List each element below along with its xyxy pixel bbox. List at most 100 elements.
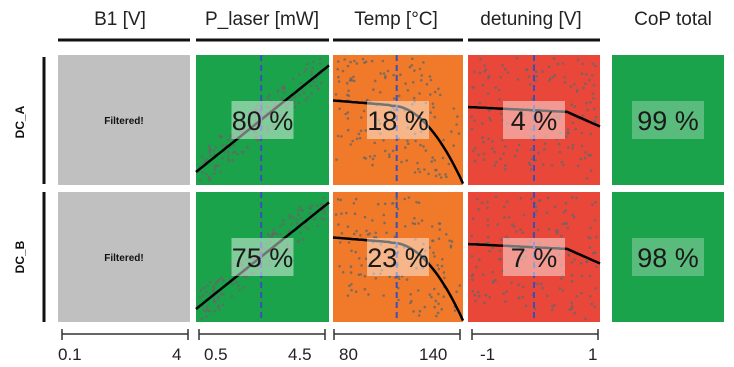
scatter-point bbox=[428, 246, 432, 249]
scatter-point bbox=[391, 202, 394, 205]
scatter-point bbox=[367, 293, 370, 296]
scatter-point bbox=[290, 222, 293, 226]
scatter-point bbox=[416, 289, 420, 292]
scatter-point bbox=[270, 240, 273, 244]
scatter-point bbox=[201, 294, 205, 297]
scatter-point bbox=[407, 142, 410, 145]
scatter-point bbox=[198, 164, 202, 168]
scatter-point bbox=[340, 135, 343, 138]
scatter-point bbox=[457, 132, 461, 135]
scatter-point bbox=[504, 167, 507, 171]
scatter-point bbox=[242, 275, 246, 278]
scatter-point bbox=[471, 217, 475, 221]
scatter-point bbox=[515, 56, 519, 60]
scatter-point bbox=[444, 173, 447, 176]
scatter-point bbox=[388, 275, 392, 278]
scatter-point bbox=[455, 123, 458, 126]
scatter-point bbox=[304, 67, 308, 71]
scatter-point bbox=[537, 228, 540, 232]
scatter-point bbox=[346, 64, 350, 68]
scatter-point bbox=[576, 88, 579, 92]
scatter-point bbox=[580, 72, 584, 75]
scatter-point bbox=[323, 211, 326, 214]
scatter-point bbox=[442, 295, 446, 299]
scatter-point bbox=[494, 195, 498, 199]
scatter-point bbox=[528, 83, 532, 86]
scatter-point bbox=[521, 295, 524, 299]
scatter-point bbox=[272, 114, 275, 117]
scatter-point bbox=[583, 156, 587, 160]
scatter-point bbox=[346, 294, 350, 297]
scatter-point bbox=[396, 207, 400, 211]
scatter-point bbox=[437, 292, 440, 296]
scatter-point bbox=[411, 57, 414, 61]
scatter-point bbox=[473, 293, 477, 297]
scatter-point bbox=[478, 258, 481, 261]
scatter-point bbox=[353, 212, 357, 215]
scatter-point bbox=[497, 88, 501, 92]
scatter-point bbox=[595, 235, 598, 239]
scatter-point bbox=[336, 134, 340, 138]
scatter-point bbox=[546, 256, 550, 260]
cell-dc-a-cop-total bbox=[612, 55, 724, 185]
scatter-point bbox=[231, 262, 234, 265]
scatter-point bbox=[585, 177, 589, 180]
scatter-point bbox=[434, 299, 438, 303]
scatter-point bbox=[206, 304, 209, 308]
scatter-point bbox=[481, 136, 484, 139]
scatter-point bbox=[535, 209, 538, 213]
scatter-point bbox=[474, 299, 477, 303]
scatter-point bbox=[437, 302, 440, 306]
scatter-point bbox=[547, 249, 551, 252]
scatter-point bbox=[208, 148, 212, 151]
scatter-point bbox=[541, 286, 544, 290]
scatter-point bbox=[264, 242, 268, 246]
scatter-point bbox=[319, 57, 322, 61]
scatter-point bbox=[230, 282, 234, 286]
scatter-point bbox=[572, 215, 576, 219]
scatter-point bbox=[310, 92, 313, 96]
scatter-point bbox=[382, 213, 386, 217]
scatter-point bbox=[238, 288, 241, 292]
scatter-point bbox=[429, 111, 433, 114]
scatter-point bbox=[241, 124, 245, 127]
scatter-point bbox=[520, 258, 523, 261]
scatter-point bbox=[529, 128, 533, 131]
scatter-point bbox=[414, 238, 417, 241]
scatter-point bbox=[477, 153, 480, 157]
scatter-point bbox=[232, 135, 236, 139]
scatter-point bbox=[587, 153, 590, 157]
scatter-point bbox=[202, 286, 206, 290]
scatter-point bbox=[381, 59, 385, 63]
scatter-point bbox=[250, 256, 254, 259]
value-badge-bg-dc-b-cop-total bbox=[632, 238, 704, 276]
scatter-point bbox=[337, 223, 340, 226]
scatter-point bbox=[288, 216, 292, 219]
scatter-point bbox=[551, 75, 555, 79]
scatter-point bbox=[491, 281, 495, 284]
scatter-point bbox=[522, 213, 526, 217]
scatter-point bbox=[292, 216, 295, 219]
scatter-point bbox=[452, 107, 456, 110]
scatter-point bbox=[205, 307, 209, 310]
scatter-point bbox=[363, 215, 367, 219]
scatter-point bbox=[350, 283, 353, 286]
scatter-point bbox=[345, 211, 348, 215]
scatter-point bbox=[237, 119, 241, 123]
scatter-point bbox=[415, 200, 418, 204]
scatter-point bbox=[212, 149, 215, 152]
scatter-point bbox=[264, 111, 268, 115]
scatter-point bbox=[500, 112, 503, 116]
scatter-point bbox=[281, 113, 285, 117]
scatter-point bbox=[515, 148, 519, 152]
scatter-point bbox=[585, 101, 588, 105]
scatter-point bbox=[433, 255, 436, 258]
scatter-point bbox=[584, 317, 587, 321]
scatter-point bbox=[284, 103, 287, 107]
scatter-point bbox=[411, 81, 415, 84]
scatter-point bbox=[227, 154, 230, 158]
scatter-point bbox=[376, 202, 380, 206]
scatter-point bbox=[504, 68, 507, 71]
scatter-point bbox=[365, 99, 369, 103]
scatter-point bbox=[484, 293, 488, 297]
